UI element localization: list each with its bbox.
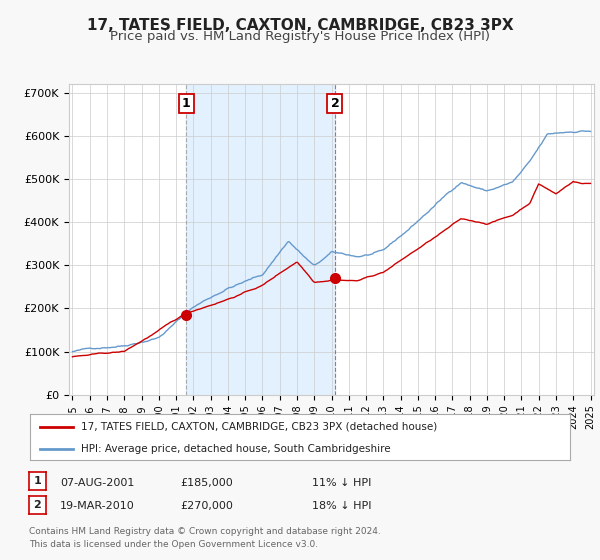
- Text: 17, TATES FIELD, CAXTON, CAMBRIDGE, CB23 3PX (detached house): 17, TATES FIELD, CAXTON, CAMBRIDGE, CB23…: [82, 422, 437, 432]
- Text: 2: 2: [331, 97, 340, 110]
- Bar: [187, 84, 335, 395]
- Text: 17, TATES FIELD, CAXTON, CAMBRIDGE, CB23 3PX: 17, TATES FIELD, CAXTON, CAMBRIDGE, CB23…: [86, 18, 514, 33]
- Text: £185,000: £185,000: [180, 478, 233, 488]
- Text: 18% ↓ HPI: 18% ↓ HPI: [312, 501, 371, 511]
- Text: Contains HM Land Registry data © Crown copyright and database right 2024.: Contains HM Land Registry data © Crown c…: [29, 528, 380, 536]
- Text: Price paid vs. HM Land Registry's House Price Index (HPI): Price paid vs. HM Land Registry's House …: [110, 30, 490, 43]
- Text: HPI: Average price, detached house, South Cambridgeshire: HPI: Average price, detached house, Sout…: [82, 444, 391, 454]
- Text: 2: 2: [34, 500, 41, 510]
- Text: This data is licensed under the Open Government Licence v3.0.: This data is licensed under the Open Gov…: [29, 540, 318, 549]
- Text: 11% ↓ HPI: 11% ↓ HPI: [312, 478, 371, 488]
- Text: £270,000: £270,000: [180, 501, 233, 511]
- Text: 1: 1: [182, 97, 191, 110]
- Text: 1: 1: [34, 476, 41, 486]
- Text: 19-MAR-2010: 19-MAR-2010: [60, 501, 135, 511]
- Text: 07-AUG-2001: 07-AUG-2001: [60, 478, 134, 488]
